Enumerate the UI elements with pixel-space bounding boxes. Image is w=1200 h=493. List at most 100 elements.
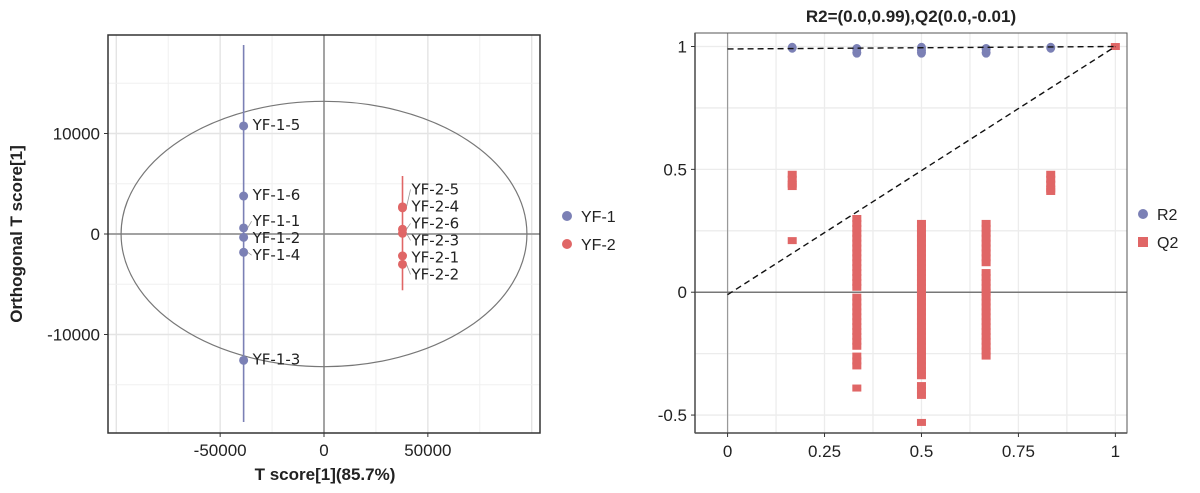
y-tick-label: 1: [678, 38, 687, 57]
left-x-axis-label: T score[1](85.7%): [255, 465, 396, 484]
plot-frame: [694, 32, 1128, 434]
q2-point: [852, 332, 862, 340]
q2-point: [981, 239, 991, 247]
legend-label: R2: [1157, 207, 1178, 224]
x-tick-label: 0: [319, 441, 328, 460]
data-point: [239, 121, 249, 131]
q2-point: [916, 269, 926, 277]
q2-point: [852, 254, 862, 262]
q2-point: [916, 224, 926, 232]
point-label: YF-1-4: [252, 246, 301, 264]
q2-point: [852, 244, 862, 252]
data-point: [239, 232, 249, 242]
q2-point: [1046, 180, 1056, 188]
q2-point: [916, 367, 926, 375]
data-point: [398, 259, 408, 269]
q2-point: [852, 328, 862, 336]
regression-line-R2: [727, 45, 1116, 50]
q2-point: [852, 298, 862, 306]
q2-point: [916, 254, 926, 262]
point-label: YF-2-1: [411, 248, 460, 266]
point-label: YF-1-2: [252, 229, 301, 247]
r2-point: [981, 47, 991, 58]
q2-point: [916, 229, 926, 237]
q2-point: [852, 357, 862, 365]
r2-point: [1046, 42, 1056, 53]
x-tick-label: 0.75: [1002, 442, 1035, 461]
q2-point: [916, 259, 926, 267]
opls-da-score-plot: -50000 0 50000 -10000 0 10000 YF-1-5 YF-1-6 YF-1…: [47, 34, 616, 460]
q2-point: [981, 249, 991, 257]
legend-label: YF-2: [581, 237, 616, 254]
r2-point: [916, 47, 926, 58]
point-label: YF-2-6: [411, 214, 460, 232]
data-point: [398, 228, 408, 238]
label-leader-line: [247, 251, 252, 256]
q2-point: [916, 382, 926, 390]
label-leader-line: [247, 220, 252, 229]
q2-point: [916, 357, 926, 365]
q2-point: [916, 244, 926, 252]
point-label: YF-2-3: [411, 231, 460, 249]
label-leader-line: [406, 264, 411, 275]
q2-point: [981, 352, 991, 360]
q2-point: [787, 183, 797, 191]
confidence-ellipse: [120, 100, 528, 368]
q2-point: [852, 259, 862, 267]
point-label: YF-2-4: [411, 197, 460, 215]
q2-point: [916, 264, 926, 272]
y-tick-label: -10000: [47, 326, 100, 345]
label-leader-line: [406, 233, 411, 241]
q2-point: [916, 342, 926, 350]
point-label: YF-1-6: [252, 186, 301, 204]
q2-point: [981, 273, 991, 281]
x-tick-label: 50000: [404, 441, 451, 460]
point-label: YF-1-1: [252, 212, 301, 230]
q2-point: [916, 278, 926, 286]
x-tick-label: 0.25: [808, 442, 841, 461]
q2-point: [852, 249, 862, 257]
q2-point: [852, 342, 862, 350]
q2-point: [916, 318, 926, 326]
q2-point: [916, 239, 926, 247]
q2-point: [852, 215, 862, 223]
q2-point: [916, 273, 926, 281]
q2-point: [852, 269, 862, 277]
label-leader-line: [406, 189, 411, 207]
x-tick-label: 1: [1111, 442, 1120, 461]
q2-point: [787, 170, 797, 178]
q2-point: [916, 337, 926, 345]
r2-point: [787, 42, 797, 53]
q2-point: [981, 293, 991, 301]
q2-point: [852, 239, 862, 247]
left-y-axis-label: Orthogonal T score[1]: [7, 145, 26, 323]
data-point: [239, 191, 249, 201]
y-tick-label: 0: [678, 283, 687, 302]
q2-point: [981, 323, 991, 331]
legend-marker: [562, 239, 572, 249]
data-point: [239, 223, 249, 233]
q2-point: [916, 288, 926, 296]
data-point: [239, 247, 249, 257]
q2-point: [852, 323, 862, 331]
right-chart-title: R2=(0.0,0.99),Q2(0.0,-0.01): [806, 7, 1016, 26]
q2-point: [916, 347, 926, 355]
q2-point: [852, 224, 862, 232]
q2-point: [916, 234, 926, 242]
q2-point: [852, 384, 862, 392]
q2-point: [1046, 187, 1056, 195]
q2-point: [981, 308, 991, 316]
q2-point: [981, 298, 991, 306]
q2-point: [981, 328, 991, 336]
q2-point: [916, 298, 926, 306]
point-label: YF-1-3: [252, 350, 301, 368]
q2-point: [981, 254, 991, 262]
q2-point: [981, 244, 991, 252]
q2-point: [916, 362, 926, 370]
q2-point: [981, 288, 991, 296]
q2-point: [916, 372, 926, 380]
q2-point: [916, 249, 926, 257]
legend-marker: [1138, 237, 1148, 247]
q2-point: [852, 283, 862, 291]
q2-point: [852, 293, 862, 301]
